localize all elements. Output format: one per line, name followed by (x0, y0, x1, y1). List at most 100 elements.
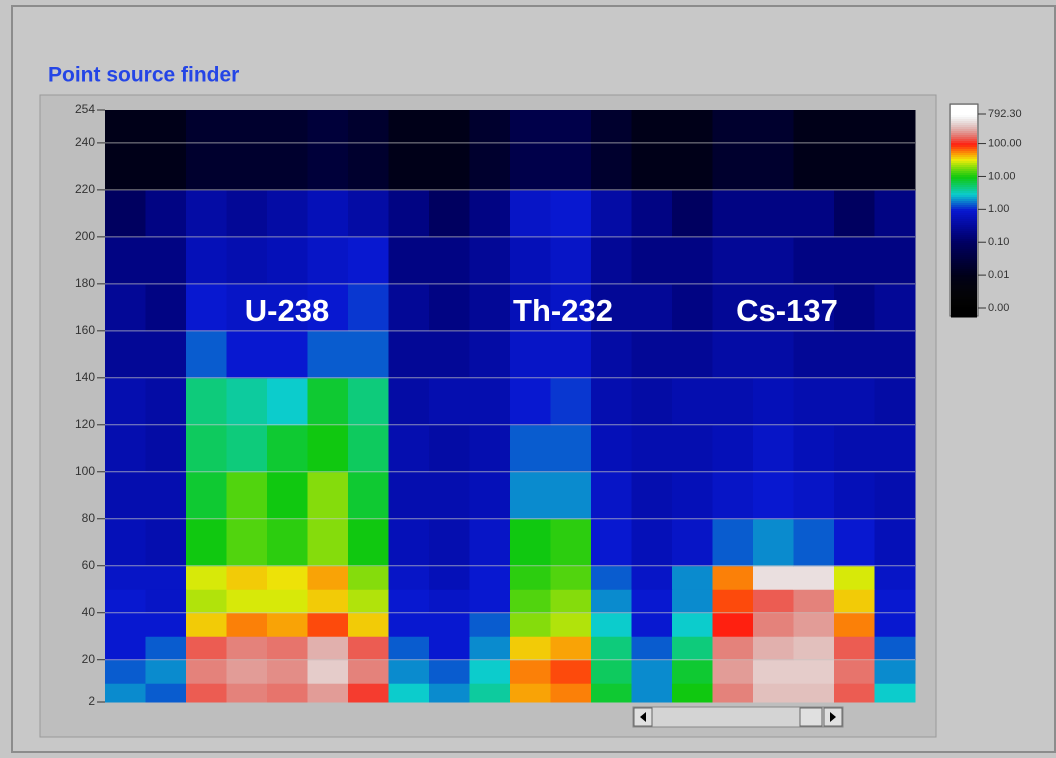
heat-cell (672, 471, 713, 520)
heat-cell (874, 236, 916, 285)
heat-cell (591, 236, 632, 285)
colorbar-tick-label: 0.01 (988, 269, 1009, 281)
colorbar-swatch (951, 217, 977, 220)
scrollbar (632, 706, 844, 728)
heat-cell (712, 683, 754, 703)
heat-cell (631, 283, 673, 332)
colorbar-swatch (951, 295, 977, 298)
y-tick-label: 140 (75, 370, 95, 384)
colorbar-swatch (951, 293, 977, 296)
heat-cell (712, 377, 754, 426)
heat-cell (429, 659, 470, 684)
heat-cell (469, 471, 511, 520)
y-tick-label: 254 (75, 102, 95, 116)
heat-cell (105, 377, 146, 426)
colorbar-swatch (951, 113, 977, 116)
colorbar-swatch (951, 173, 977, 176)
colorbar-swatch (951, 105, 977, 108)
colorbar-swatch (951, 175, 977, 178)
heat-cell (388, 330, 430, 379)
heat-cell (307, 518, 349, 567)
scroll-thumb[interactable] (799, 707, 823, 727)
heat-cell (429, 330, 470, 379)
y-tick-label: 40 (82, 605, 96, 619)
heat-cell (510, 518, 551, 567)
heat-cell (105, 565, 146, 590)
heat-cell (105, 110, 146, 191)
heat-cell (429, 377, 470, 426)
colorbar-swatch (951, 305, 977, 308)
heat-cell (510, 189, 551, 238)
heat-cell (591, 377, 632, 426)
heat-cell (105, 683, 146, 703)
heat-cell (348, 518, 389, 567)
heat-cell (591, 110, 632, 191)
heat-cell (267, 283, 308, 332)
heat-cell (469, 283, 511, 332)
heat-cell (226, 424, 268, 473)
colorbar-swatch (951, 205, 977, 208)
heat-cell (348, 236, 389, 285)
colorbar-swatch (951, 269, 977, 272)
colorbar-swatch (951, 215, 977, 218)
heat-cell (753, 283, 794, 332)
heat-cell (510, 565, 551, 590)
colorbar-swatch (951, 135, 977, 138)
heat-cell (753, 589, 794, 614)
heat-cell (793, 659, 835, 684)
heat-cell (631, 636, 673, 661)
colorbar-swatch (951, 185, 977, 188)
heat-cell (145, 659, 187, 684)
y-tick-label: 2 (88, 694, 95, 708)
heat-cell (145, 471, 187, 520)
heat-cell (145, 518, 187, 567)
heat-cell (145, 636, 187, 661)
heat-cell (267, 683, 308, 703)
heat-cell (388, 110, 430, 191)
heat-cell (388, 612, 430, 637)
colorbar-swatch (951, 131, 977, 134)
heat-cell (469, 377, 511, 426)
heat-cell (307, 110, 349, 191)
heat-cell (510, 589, 551, 614)
heat-cell (672, 659, 713, 684)
heat-cell (591, 683, 632, 703)
heat-cell (226, 612, 268, 637)
heat-cell (510, 110, 551, 191)
heat-cell (186, 189, 227, 238)
colorbar-swatch (951, 285, 977, 288)
heat-cell (145, 589, 187, 614)
heat-cell (550, 612, 592, 637)
heat-cell (469, 565, 511, 590)
heat-cell (348, 565, 389, 590)
heat-cell (105, 283, 146, 332)
heat-cell (793, 330, 835, 379)
heat-cell (834, 683, 875, 703)
heat-cell (226, 110, 268, 191)
heat-cell (712, 612, 754, 637)
colorbar-swatch (951, 163, 977, 166)
colorbar-swatch (951, 159, 977, 162)
heat-cell (267, 518, 308, 567)
heat-cell (388, 471, 430, 520)
heat-cell (753, 377, 794, 426)
heat-cell (591, 424, 632, 473)
colorbar-swatch (951, 211, 977, 214)
heat-cell (591, 283, 632, 332)
heat-cell (105, 589, 146, 614)
heat-cell (307, 636, 349, 661)
colorbar-swatch (951, 277, 977, 280)
heat-cell (712, 189, 754, 238)
colorbar-swatch (951, 261, 977, 264)
heat-cell (348, 424, 389, 473)
heat-cell (145, 110, 187, 191)
colorbar-swatch (951, 231, 977, 234)
colorbar-swatch (951, 227, 977, 230)
colorbar-swatch (951, 243, 977, 246)
heat-cell (550, 424, 592, 473)
colorbar-swatch (951, 123, 977, 126)
heat-cell (469, 659, 511, 684)
heat-cell (348, 636, 389, 661)
heat-cell (712, 636, 754, 661)
